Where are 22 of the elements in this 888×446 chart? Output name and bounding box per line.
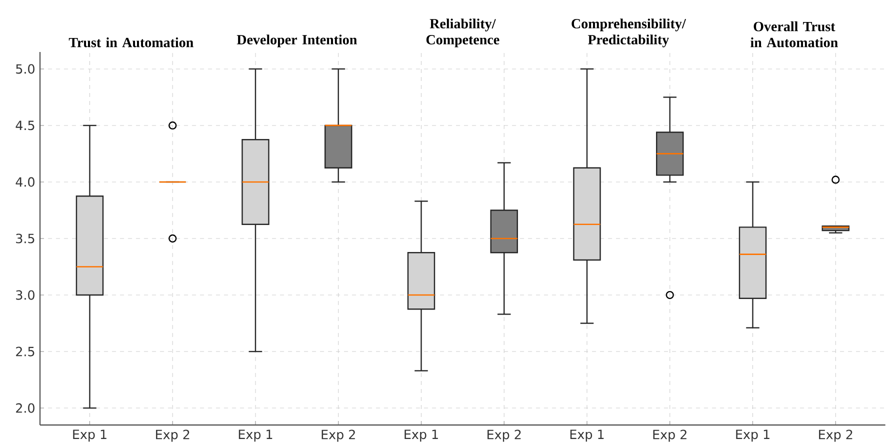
text: Reliability/ Competence bbox=[426, 18, 500, 48]
text: Comprehensibility/ Predictability bbox=[572, 18, 686, 48]
y-tick-label: 4.0 bbox=[16, 177, 34, 187]
x-tick-label: Exp 1 bbox=[404, 430, 438, 442]
text: Developer Intention bbox=[236, 34, 357, 48]
y-tick-label: 2.5 bbox=[16, 346, 34, 356]
y-tick-label: 3.0 bbox=[16, 290, 34, 300]
x-tick-label: Exp 2 bbox=[819, 430, 852, 442]
x-tick-label: Exp 1 bbox=[73, 430, 106, 442]
y-tick-label: 5.0 bbox=[16, 64, 34, 74]
x-tick-label: Exp 1 bbox=[238, 430, 272, 442]
x-tick-label: Exp 2 bbox=[322, 430, 355, 442]
x-tick-label: Exp 2 bbox=[156, 430, 190, 442]
y-tick-label: 4.5 bbox=[16, 120, 34, 130]
x-tick-label: Exp 2 bbox=[488, 430, 521, 442]
x-tick-label: Exp 1 bbox=[570, 430, 604, 442]
text: Overall Trust in Automation bbox=[750, 21, 838, 48]
x-tick-label: Exp 2 bbox=[653, 430, 686, 442]
text: Trust in Automation bbox=[68, 37, 194, 48]
y-tick-label: 2.0 bbox=[16, 403, 34, 413]
x-tick-label: Exp 1 bbox=[736, 430, 770, 442]
y-tick-label: 3.5 bbox=[16, 234, 34, 244]
